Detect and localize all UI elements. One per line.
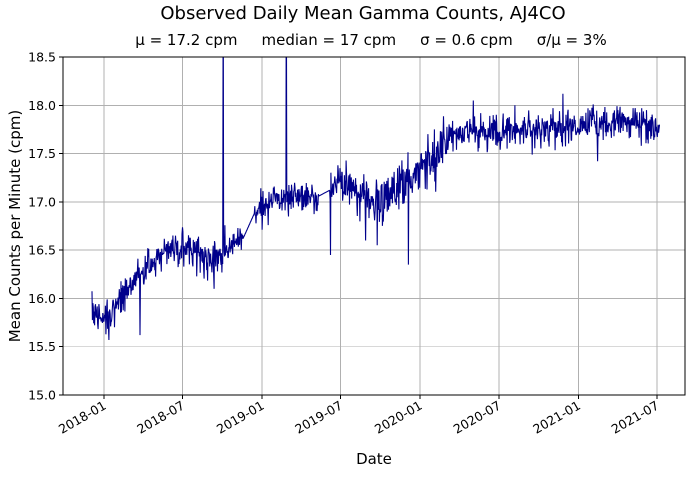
x-tick-label: 2019-07 bbox=[292, 398, 345, 437]
y-tick-label: 18.0 bbox=[28, 98, 56, 113]
y-tick-label: 15.5 bbox=[28, 339, 56, 354]
stat-ratio: σ/μ = 3% bbox=[536, 31, 607, 49]
tick-labels: 15.0 15.5 16.0 16.5 17.0 17.5 18.0 18.5 2018-01 2… bbox=[28, 50, 661, 437]
x-tick-label: 2021-07 bbox=[609, 398, 662, 437]
x-tick-label: 2020-07 bbox=[451, 398, 504, 437]
ticks bbox=[59, 56, 658, 399]
stat-mean: μ = 17.2 cpm bbox=[135, 31, 238, 49]
y-tick-label: 16.0 bbox=[28, 291, 56, 306]
grid bbox=[63, 56, 685, 396]
chart-title: Observed Daily Mean Gamma Counts, AJ4CO bbox=[160, 3, 566, 24]
stat-median: median = 17 cpm bbox=[261, 31, 397, 49]
plot-border bbox=[62, 56, 686, 396]
y-tick-label: 17.0 bbox=[28, 194, 56, 209]
data-line bbox=[91, 57, 661, 341]
x-axis-label: Date bbox=[356, 450, 392, 468]
x-tick-label: 2020-01 bbox=[372, 398, 425, 437]
y-tick-label: 15.0 bbox=[28, 388, 56, 403]
x-tick-label: 2019-01 bbox=[214, 398, 267, 437]
y-tick-label: 18.5 bbox=[28, 50, 56, 65]
y-tick-label: 16.5 bbox=[28, 243, 56, 258]
x-tick-label: 2021-01 bbox=[530, 398, 583, 437]
stat-sigma: σ = 0.6 cpm bbox=[420, 31, 513, 49]
y-tick-label: 17.5 bbox=[28, 146, 56, 161]
x-tick-label: 2018-01 bbox=[56, 398, 109, 437]
stats-line: μ = 17.2 cpm median = 17 cpm σ = 0.6 cpm… bbox=[45, 31, 692, 49]
x-tick-label: 2018-07 bbox=[134, 398, 187, 437]
